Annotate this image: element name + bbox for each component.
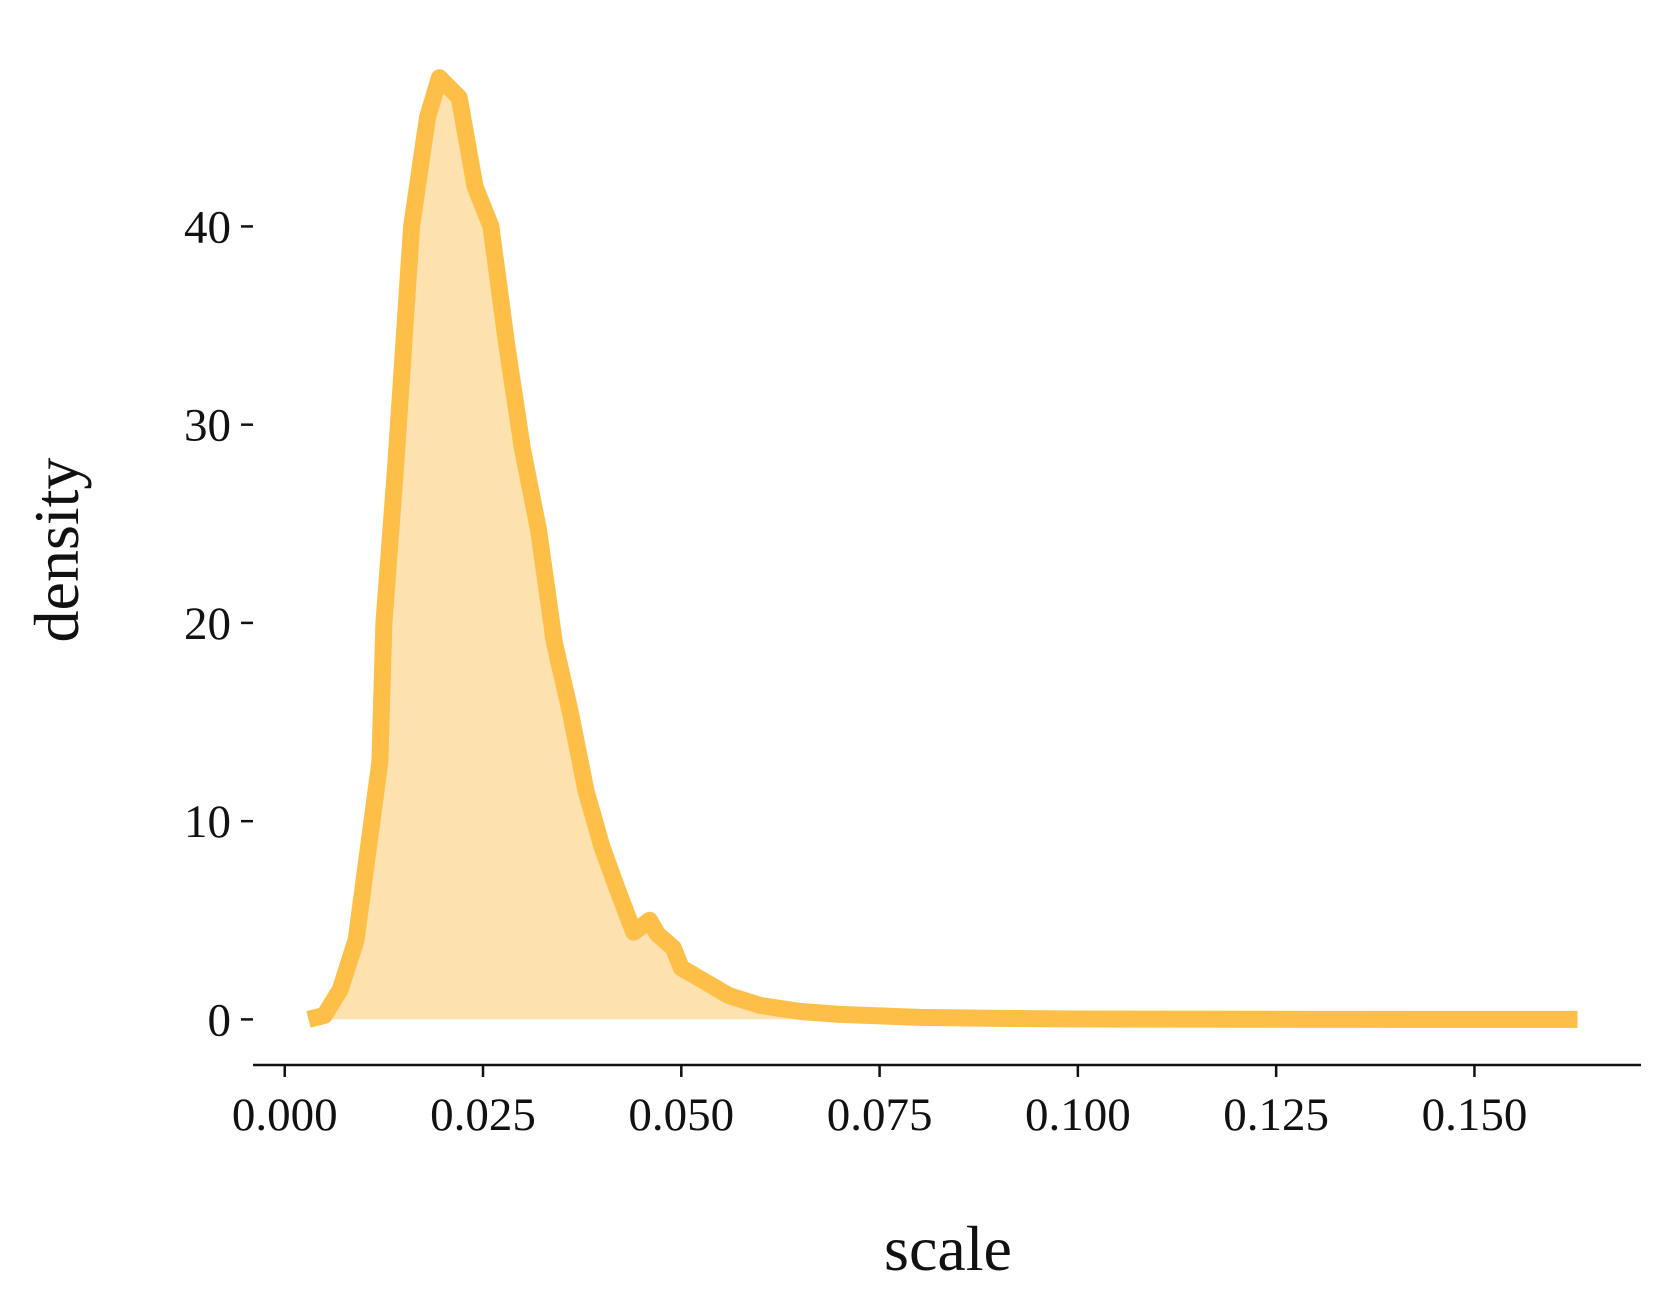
x-tick-label: 0.075 — [827, 1089, 933, 1141]
x-tick-label: 0.025 — [430, 1089, 536, 1141]
y-tick-label: 10 — [184, 796, 231, 848]
x-tick-label: 0.125 — [1223, 1089, 1329, 1141]
x-axis-label: scale — [884, 1213, 1012, 1284]
y-tick-label: 30 — [184, 400, 231, 452]
x-tick-label: 0.150 — [1422, 1089, 1528, 1141]
x-tick-label: 0.100 — [1025, 1089, 1131, 1141]
y-tick-label: 20 — [184, 598, 231, 650]
y-axis-label: density — [21, 458, 92, 643]
y-tick-label: 0 — [208, 994, 232, 1046]
x-tick-label: 0.050 — [628, 1089, 734, 1141]
x-tick-label: 0.000 — [232, 1089, 338, 1141]
density-area — [308, 77, 1578, 1020]
y-tick-label: 40 — [184, 201, 231, 253]
density-line — [306, 69, 1578, 1028]
